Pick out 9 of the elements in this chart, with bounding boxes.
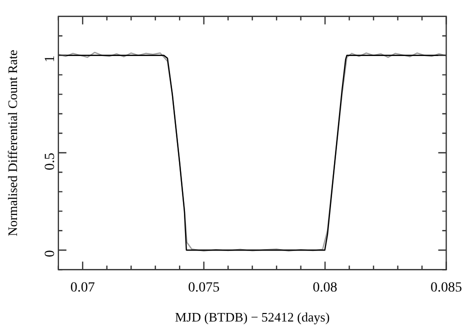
x-tick-label: 0.07 xyxy=(70,280,95,296)
x-axis-title: MJD (BTDB) − 52412 (days) xyxy=(174,310,330,325)
x-tick-label: 0.075 xyxy=(188,280,220,296)
y-axis-title: Normalised Differential Count Rate xyxy=(5,50,20,236)
x-tick-label: 0.085 xyxy=(430,280,462,296)
y-tick-label: 1 xyxy=(43,55,58,62)
y-tick-label: 0.5 xyxy=(43,152,58,170)
x-tick-label: 0.08 xyxy=(312,280,338,296)
y-tick-label: 0 xyxy=(43,250,58,258)
